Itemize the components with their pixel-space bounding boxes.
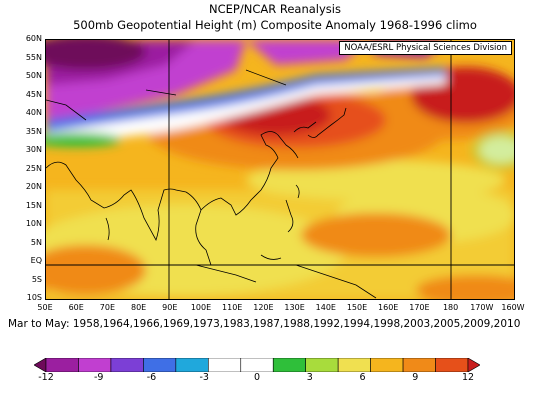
colorbar-swatch (45, 358, 79, 372)
colorbar-swatch (435, 358, 469, 372)
colorbar-swatch (34, 358, 47, 372)
coastlines (46, 69, 377, 299)
colorbar-tick-label: 6 (359, 372, 366, 383)
latitude-label: 35N (25, 126, 42, 136)
colorbar-swatch (305, 358, 339, 372)
longitude-label: 90E (162, 303, 178, 312)
latitude-label: 50N (25, 71, 42, 80)
colorbar-swatch (370, 358, 404, 372)
colorbar-swatch (272, 358, 306, 372)
longitude-label: 170E (409, 303, 430, 312)
latitude-label: 45N (25, 89, 42, 99)
latitude-label: 60N (25, 34, 42, 43)
longitude-label: 180 (442, 303, 459, 312)
reference-lines (46, 40, 514, 299)
colorbar-swatch (143, 358, 177, 372)
latitude-label: 5S (31, 274, 42, 284)
latitude-label: 15N (25, 200, 42, 210)
latitude-label: 25N (25, 163, 42, 173)
latitude-label: 55N (25, 52, 42, 62)
longitude-label: 100E (190, 303, 212, 312)
colorbar-tick-label: 3 (306, 372, 313, 383)
longitude-label: 150E (346, 303, 368, 312)
colorbar-swatch (337, 358, 371, 372)
anomaly-map[interactable]: NOAA/ESRL Physical Sciences Division (45, 39, 515, 300)
colorbar-tick-label: -12 (38, 372, 54, 383)
longitude-label: 70E (99, 303, 116, 312)
colorbar-swatch (110, 358, 144, 372)
colorbar-tick-label: 0 (253, 372, 261, 383)
longitude-label: 120E (253, 303, 274, 312)
colorbar-swatch (78, 358, 112, 372)
longitude-label: 160E (378, 303, 399, 312)
colorbar-swatch (208, 358, 242, 372)
anomaly-field (46, 40, 514, 299)
latitude-label: 20N (25, 182, 42, 191)
colorbar-tick-label: -6 (146, 372, 157, 383)
longitude-label: 170W (470, 303, 494, 312)
latitude-label: 40N (25, 108, 42, 117)
longitude-label: 80E (130, 303, 147, 312)
colorbar-tick-label: -9 (94, 372, 104, 383)
latitude-label: 5N (30, 237, 42, 247)
period-caption: Mar to May: 1958,1964,1966,1969,1973,198… (8, 318, 521, 330)
longitude-label: 60E (68, 303, 84, 312)
colorbar-swatch (402, 358, 436, 372)
colorbar-swatch (240, 358, 274, 372)
colorbar-tick-label: -3 (199, 372, 209, 383)
longitude-label: 130E (284, 303, 305, 312)
colorbar (34, 358, 480, 372)
colorbar-tick-label: 12 (461, 372, 475, 383)
colorbar-swatch (175, 358, 209, 372)
longitude-label: 140E (315, 303, 336, 312)
longitude-label: 110E (222, 303, 243, 312)
latitude-label: 30N (25, 145, 42, 154)
longitude-label: 50E (37, 303, 53, 312)
colorbar-tick-label: 9 (412, 372, 419, 383)
longitude-label: 160W (501, 303, 525, 312)
latitude-label: 10N (25, 219, 42, 228)
map-title: 500mb Geopotential Height (m) Composite … (73, 18, 477, 32)
latitude-label: 10S (26, 293, 42, 302)
source-title: NCEP/NCAR Reanalysis (209, 2, 341, 16)
colorbar-swatch (467, 358, 480, 372)
credit-label: NOAA/ESRL Physical Sciences Division (339, 41, 512, 55)
latitude-label: EQ (30, 256, 42, 265)
